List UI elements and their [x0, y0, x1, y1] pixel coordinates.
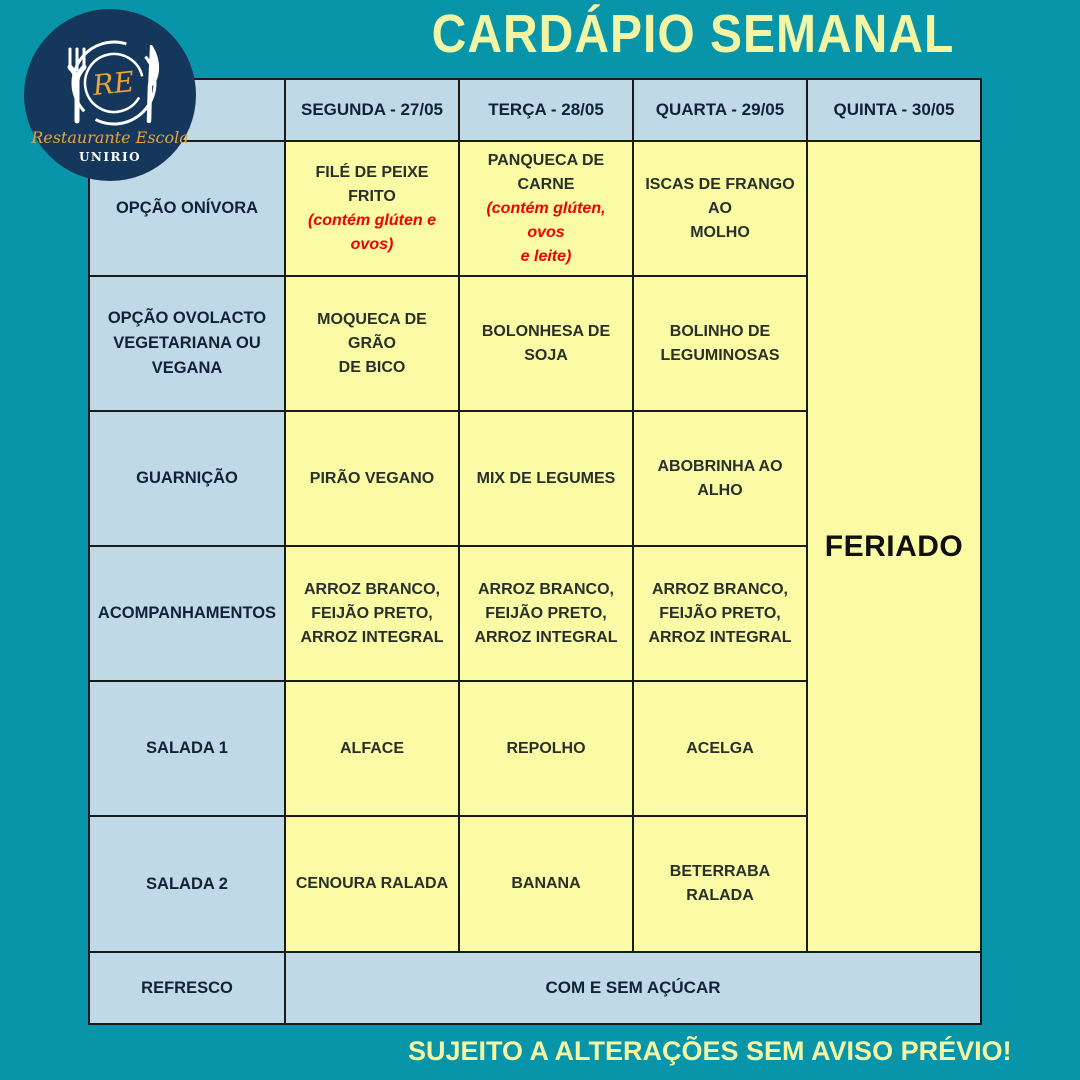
- menu-cell: ACELGA: [634, 682, 806, 815]
- menu-cell: ARROZ BRANCO, FEIJÃO PRETO, ARROZ INTEGR…: [286, 547, 458, 680]
- menu-cell: CENOURA RALADA: [286, 817, 458, 951]
- menu-cell: BOLONHESA DE SOJA: [460, 277, 632, 410]
- allergen-note: (contém glúten, ovos e leite): [486, 199, 606, 265]
- dish-name: PIRÃO VEGANO: [309, 469, 435, 487]
- menu-cell: BETERRABA RALADA: [634, 817, 806, 951]
- logo-initials: RE: [90, 65, 136, 102]
- dish-name: ARROZ BRANCO, FEIJÃO PRETO, ARROZ INTEGR…: [648, 580, 792, 646]
- dish-name: CENOURA RALADA: [295, 875, 449, 892]
- menu-cell: ABOBRINHA AO ALHO: [634, 412, 806, 545]
- menu-cell: BANANA: [460, 817, 632, 951]
- menu-cell: REPOLHO: [460, 682, 632, 815]
- day-header-monday: SEGUNDA - 27/05: [286, 80, 458, 140]
- row-label-ovolacto: OPÇÃO OVOLACTO VEGETARIANA OU VEGANA: [90, 277, 284, 410]
- day-header-tuesday: TERÇA - 28/05: [460, 80, 632, 140]
- dish-name: ARROZ BRANCO, FEIJÃO PRETO, ARROZ INTEGR…: [474, 580, 618, 646]
- refresco-value-cell: COM E SEM AÇÚCAR: [286, 953, 980, 1023]
- restaurant-logo: RE Restaurante Escola UNIRIO: [24, 9, 196, 181]
- dish-name: BETERRABA RALADA: [669, 863, 771, 904]
- menu-cell: MIX DE LEGUMES: [460, 412, 632, 545]
- menu-cell: PANQUECA DE CARNE (contém glúten, ovos e…: [460, 142, 632, 275]
- row-label-salada2: SALADA 2: [90, 817, 284, 951]
- day-header-thursday: QUINTA - 30/05: [808, 80, 980, 140]
- dish-name: ALFACE: [340, 739, 404, 757]
- menu-cell: PIRÃO VEGANO: [286, 412, 458, 545]
- row-label-salada1: SALADA 1: [90, 682, 284, 815]
- row-label-guarnicao: GUARNIÇÃO: [90, 412, 284, 545]
- dish-name: REPOLHO: [506, 739, 586, 757]
- logo-institution: UNIRIO: [79, 150, 141, 164]
- menu-cell: ALFACE: [286, 682, 458, 815]
- holiday-cell: FERIADO: [808, 142, 980, 951]
- row-label-refresco: REFRESCO: [90, 953, 284, 1023]
- menu-cell: ARROZ BRANCO, FEIJÃO PRETO, ARROZ INTEGR…: [460, 547, 632, 680]
- dish-name: BOLINHO DE LEGUMINOSAS: [660, 322, 780, 364]
- menu-cell: MOQUECA DE GRÃO DE BICO: [286, 277, 458, 410]
- weekly-menu-table: SEGUNDA - 27/05 TERÇA - 28/05 QUARTA - 2…: [88, 78, 982, 1025]
- plate-icon: [71, 40, 157, 126]
- menu-cell: FILÉ DE PEIXE FRITO (contém glúten e ovo…: [286, 142, 458, 275]
- dish-name: ABOBRINHA AO ALHO: [657, 457, 783, 499]
- dish-name: FILÉ DE PEIXE FRITO: [315, 163, 429, 205]
- logo-name: Restaurante Escola: [30, 128, 189, 147]
- dish-name: ISCAS DE FRANGO AO MOLHO: [645, 175, 795, 241]
- dish-name: MOQUECA DE GRÃO DE BICO: [317, 310, 427, 376]
- dish-name: PANQUECA DE CARNE: [487, 151, 605, 193]
- page-title: CARDÁPIO SEMANAL: [431, 5, 955, 65]
- menu-cell: ISCAS DE FRANGO AO MOLHO: [634, 142, 806, 275]
- day-header-wednesday: QUARTA - 29/05: [634, 80, 806, 140]
- dish-name: ACELGA: [686, 739, 754, 757]
- dish-name: ARROZ BRANCO, FEIJÃO PRETO, ARROZ INTEGR…: [300, 580, 444, 646]
- row-label-acompanhamentos: ACOMPANHAMENTOS: [90, 547, 284, 680]
- footer-disclaimer: SUJEITO A ALTERAÇÕES SEM AVISO PRÉVIO!: [408, 1036, 1012, 1066]
- dish-name: MIX DE LEGUMES: [476, 469, 616, 487]
- allergen-note: (contém glúten e ovos): [307, 211, 436, 253]
- menu-cell: BOLINHO DE LEGUMINOSAS: [634, 277, 806, 410]
- dish-name: BOLONHESA DE SOJA: [481, 322, 611, 364]
- menu-cell: ARROZ BRANCO, FEIJÃO PRETO, ARROZ INTEGR…: [634, 547, 806, 680]
- knife-icon: [146, 45, 160, 124]
- logo-graphic: RE Restaurante Escola UNIRIO: [30, 40, 189, 164]
- dish-name: BANANA: [511, 875, 581, 892]
